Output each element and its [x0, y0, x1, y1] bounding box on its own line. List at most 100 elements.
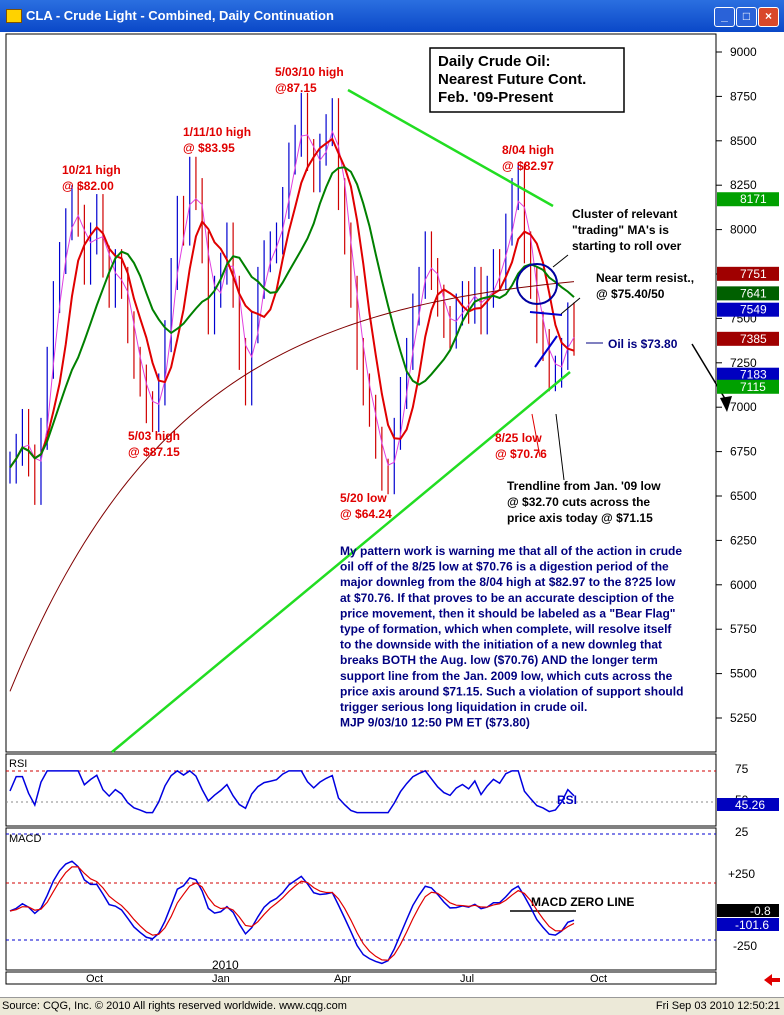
- commentary-line: price axis around $71.15. Such a violati…: [340, 684, 683, 698]
- timestamp-text: Fri Sep 03 2010 12:50:21: [655, 1000, 780, 1012]
- commentary-line: at $70.76. If that proves to be an accur…: [340, 591, 674, 605]
- price-marker-value: 7183: [740, 368, 767, 382]
- annotation-text: Trendline from Jan. '09 low: [507, 479, 661, 493]
- macd-signal-line: [9, 866, 575, 961]
- rsi-series-label: RSI: [557, 793, 577, 807]
- annotation-text: Oil is $73.80: [608, 337, 678, 351]
- price-tick-label: 9000: [730, 45, 757, 59]
- year-label: 2010: [212, 958, 239, 972]
- commentary-line: oil off of the 8/25 low at $70.76 is a d…: [340, 560, 669, 574]
- price-tick-label: 8000: [730, 223, 757, 237]
- callout-line-resist: [560, 297, 581, 315]
- commentary-line: trigger serious long liquidation in crud…: [340, 700, 587, 714]
- scroll-arrow-icon[interactable]: [764, 974, 780, 986]
- title-box: [429, 47, 625, 113]
- flag-upper-line: [529, 311, 563, 316]
- commentary-line: My pattern work is warning me that all o…: [340, 544, 682, 558]
- price-tick-label: 6750: [730, 445, 757, 459]
- price-panel: [5, 33, 717, 753]
- app-icon: [6, 9, 22, 23]
- price-tick-label: 5750: [730, 622, 757, 636]
- price-axis: 9000875085008250800075007250700067506500…: [716, 45, 757, 725]
- annotation-text: @ $82.00: [62, 179, 114, 193]
- callout-line-8-25: [531, 413, 541, 458]
- rsi-value-marker: [717, 798, 779, 811]
- price-marker-value: 7549: [740, 303, 767, 317]
- flag-lower-line: [534, 335, 558, 368]
- rsi-panel: [5, 753, 717, 827]
- annotation-text: "trading" MA's is: [572, 223, 669, 237]
- price-marker-value: 7385: [740, 332, 767, 346]
- price-tick-label: 5500: [730, 667, 757, 681]
- macd-line: [9, 860, 575, 965]
- price-marker-box: [717, 266, 779, 281]
- commentary-line: type of formation, which when complete, …: [340, 622, 672, 636]
- time-label-jul: Jul: [460, 973, 474, 985]
- annotation-text: 1/11/10 high: [183, 125, 251, 139]
- time-label-oct-1: Oct: [86, 973, 103, 985]
- macd-tick-minus: -250: [733, 939, 757, 953]
- title-line-3: Feb. '09-Present: [438, 89, 553, 106]
- price-tick-label: 6250: [730, 533, 757, 547]
- price-tick-label: 8250: [730, 178, 757, 192]
- annotation-text: @ $83.95: [183, 141, 235, 155]
- macd-value-1: -0.8: [750, 904, 771, 918]
- price-tick-label: 6500: [730, 489, 757, 503]
- annotation-text: 5/03/10 high: [275, 65, 344, 79]
- support-trendline: [111, 371, 571, 753]
- annotation-text: 10/21 high: [62, 163, 121, 177]
- callout-line-trendline: [555, 413, 565, 481]
- annotation-text: @ $75.40/50: [596, 287, 665, 301]
- annotation-text: @ $70.76: [495, 447, 547, 461]
- ma-medium-line: [9, 166, 575, 469]
- commentary-line: to the downside with the initiation of a…: [340, 638, 662, 652]
- price-marker-value: 7115: [740, 380, 766, 394]
- window-title: CLA - Crude Light - Combined, Daily Cont…: [26, 8, 334, 23]
- price-tick-label: 7250: [730, 356, 757, 370]
- time-axis: [5, 971, 717, 985]
- ma-long-line: [9, 281, 575, 692]
- price-tick-label: 7000: [730, 400, 757, 414]
- price-marker-box: [717, 379, 779, 394]
- price-marker-value: 7751: [740, 267, 767, 281]
- price-marker-box: [717, 302, 779, 317]
- ma-fast-line: [9, 129, 575, 468]
- time-label-oct-2: Oct: [590, 973, 607, 985]
- commentary-line: price movement, then it should be labele…: [340, 606, 675, 620]
- commentary-line: major downleg from the 8/04 high at $82.…: [340, 575, 676, 589]
- commentary-line: MJP 9/03/10 12:50 PM ET ($73.80): [340, 716, 530, 730]
- rsi-line: [9, 769, 575, 814]
- annotation-text: @ $32.70 cuts across the: [507, 495, 650, 509]
- price-marker-box: [717, 192, 779, 207]
- price-tick-label: 8500: [730, 134, 757, 148]
- annotation-text: Near term resist.,: [596, 271, 694, 285]
- minimize-icon[interactable]: _: [714, 7, 735, 27]
- annotation-text: @ $87.15: [128, 445, 180, 459]
- ma-short-line: [9, 137, 575, 469]
- annotation-text: 5/03 high: [128, 429, 180, 443]
- macd-tick-plus: +250: [728, 867, 755, 881]
- price-marker-value: 7641: [740, 286, 767, 300]
- maximize-icon[interactable]: □: [736, 7, 757, 27]
- down-arrow-head: [720, 396, 732, 412]
- macd-value-2: -101.6: [735, 918, 769, 932]
- close-icon[interactable]: ×: [758, 7, 779, 27]
- callout-line-cluster: [552, 254, 569, 268]
- downtrend-line: [347, 88, 554, 208]
- annotation-text: Cluster of relevant: [572, 207, 677, 221]
- annotation-text: price axis today @ $71.15: [507, 511, 653, 525]
- chart: 9000875085008250800075007250700067506500…: [0, 32, 784, 997]
- time-label-apr: Apr: [334, 973, 351, 985]
- annotation-text: 8/04 high: [502, 143, 554, 157]
- macd-zero-label: MACD ZERO LINE: [531, 895, 634, 909]
- annotations: 10/21 high @ $82.00 1/11/10 high @ $83.95 5/…: [62, 65, 694, 525]
- commentary-line: support line from the Jan. 2009 low, whi…: [340, 669, 673, 683]
- price-marker-box: [717, 286, 779, 301]
- moving-averages: [9, 129, 575, 692]
- rsi-tick-25: 25: [735, 825, 749, 839]
- macd-panel: [5, 827, 717, 971]
- macd-panel-label: MACD: [9, 833, 41, 845]
- macd-value-marker-1: [717, 904, 779, 917]
- annotation-text: @ $82.97: [502, 159, 554, 173]
